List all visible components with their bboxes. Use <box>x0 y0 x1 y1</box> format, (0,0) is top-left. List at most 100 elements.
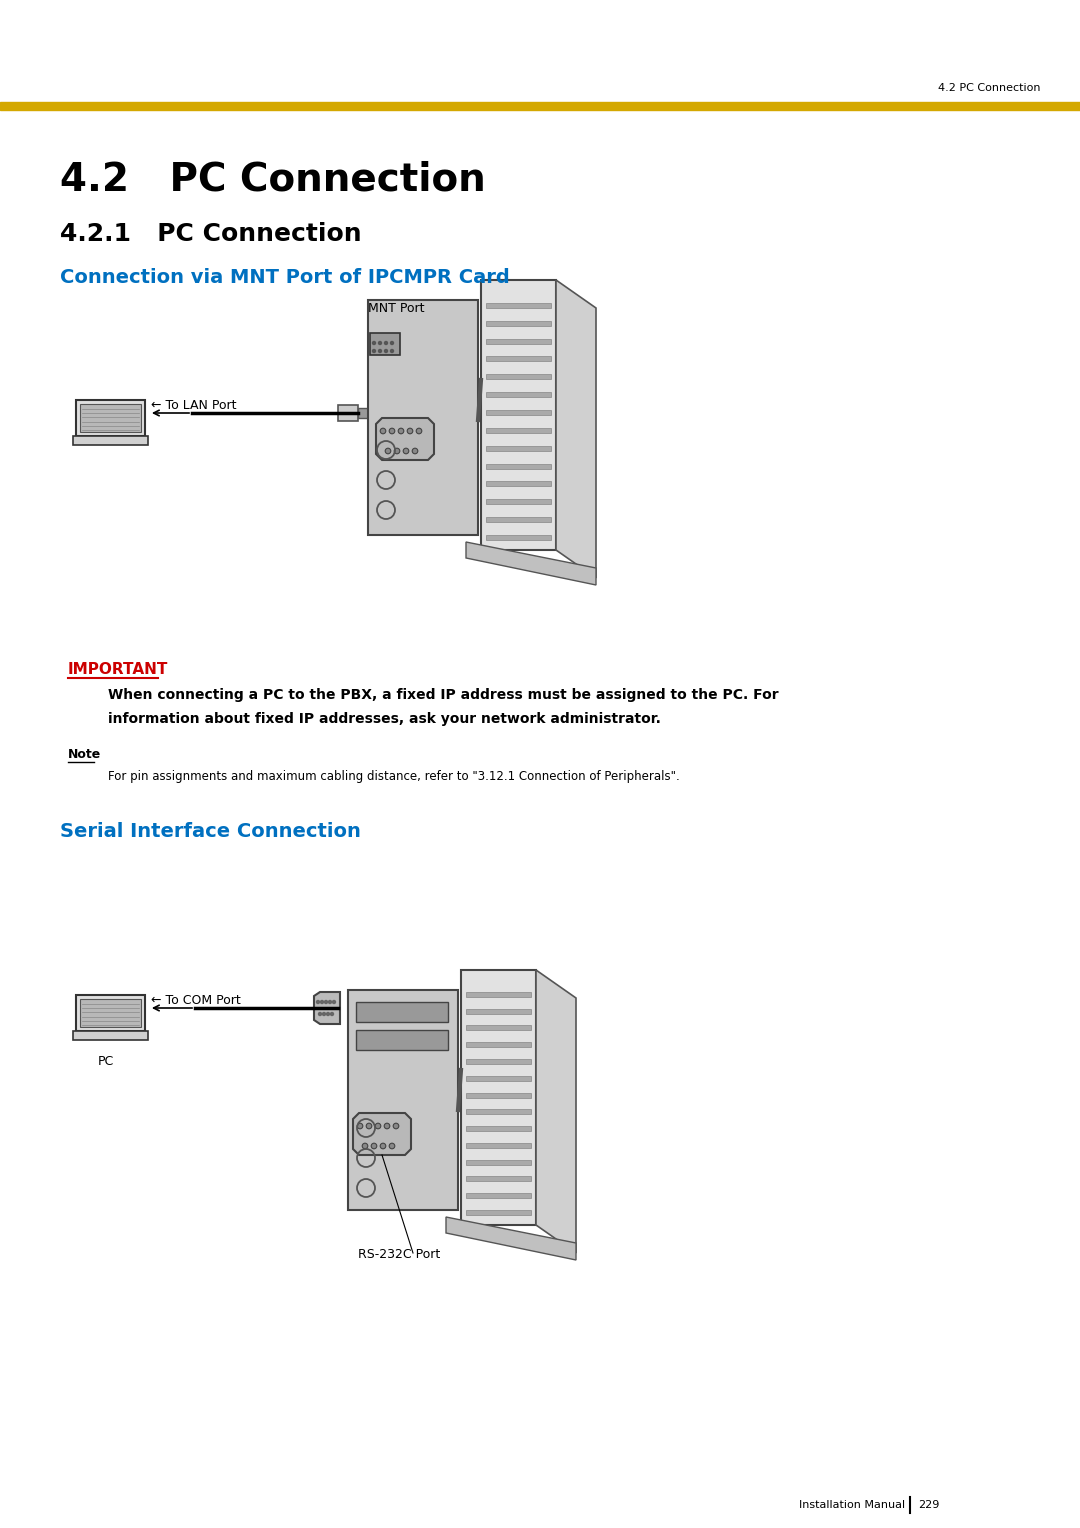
Text: MNT Port: MNT Port <box>368 303 424 315</box>
Bar <box>0 102 1080 110</box>
Bar <box>486 303 551 307</box>
Bar <box>486 356 551 362</box>
Text: PC: PC <box>98 1054 114 1068</box>
Circle shape <box>393 1123 399 1129</box>
Bar <box>486 446 551 451</box>
Circle shape <box>373 350 376 353</box>
Bar <box>356 1030 448 1050</box>
Bar <box>486 374 551 379</box>
Circle shape <box>389 428 395 434</box>
Circle shape <box>384 341 388 344</box>
Circle shape <box>394 448 400 454</box>
Circle shape <box>324 1001 327 1004</box>
Bar <box>72 437 148 445</box>
Polygon shape <box>446 1216 576 1261</box>
Bar <box>486 339 551 344</box>
Bar <box>465 1210 531 1215</box>
Circle shape <box>316 1001 320 1004</box>
Polygon shape <box>314 992 340 1024</box>
Circle shape <box>380 428 386 434</box>
Bar <box>465 1025 531 1030</box>
Text: 4.2   PC Connection: 4.2 PC Connection <box>60 160 486 199</box>
Bar <box>486 500 551 504</box>
Circle shape <box>378 341 381 344</box>
Bar <box>481 280 556 550</box>
Bar <box>486 410 551 416</box>
Bar <box>486 516 551 523</box>
Bar <box>465 1143 531 1148</box>
Bar <box>465 1008 531 1013</box>
Circle shape <box>330 1013 334 1016</box>
Circle shape <box>386 448 391 454</box>
Circle shape <box>366 1123 372 1129</box>
Bar <box>72 1031 148 1041</box>
Circle shape <box>391 350 393 353</box>
Text: When connecting a PC to the PBX, a fixed IP address must be assigned to the PC. : When connecting a PC to the PBX, a fixed… <box>108 688 779 701</box>
Bar <box>368 299 478 535</box>
Polygon shape <box>536 970 576 1253</box>
Circle shape <box>416 428 422 434</box>
Circle shape <box>407 428 413 434</box>
Bar <box>76 400 145 437</box>
Bar <box>461 970 536 1225</box>
Text: 229: 229 <box>918 1500 940 1510</box>
Bar <box>76 995 145 1031</box>
Bar <box>486 463 551 469</box>
Bar <box>348 990 458 1210</box>
Circle shape <box>326 1013 329 1016</box>
Polygon shape <box>465 542 596 585</box>
Text: 4.2.1   PC Connection: 4.2.1 PC Connection <box>60 222 362 246</box>
Text: information about fixed IP addresses, ask your network administrator.: information about fixed IP addresses, as… <box>108 712 661 726</box>
Bar <box>80 405 140 432</box>
Bar <box>370 333 400 354</box>
Text: For pin assignments and maximum cabling distance, refer to "3.12.1 Connection of: For pin assignments and maximum cabling … <box>108 770 679 782</box>
Bar <box>486 321 551 325</box>
Text: RS-232C Port: RS-232C Port <box>357 1248 441 1261</box>
Bar <box>465 1042 531 1047</box>
Circle shape <box>403 448 409 454</box>
Text: 4.2 PC Connection: 4.2 PC Connection <box>937 83 1040 93</box>
Bar <box>465 1059 531 1063</box>
Circle shape <box>391 341 393 344</box>
Polygon shape <box>556 280 596 578</box>
Circle shape <box>378 350 381 353</box>
Bar <box>486 481 551 486</box>
Bar <box>338 405 357 422</box>
Bar <box>486 428 551 432</box>
Circle shape <box>319 1013 322 1016</box>
Bar <box>465 1126 531 1131</box>
Bar <box>486 393 551 397</box>
Bar <box>465 1076 531 1080</box>
Bar <box>357 408 368 419</box>
Circle shape <box>373 341 376 344</box>
Circle shape <box>333 1001 336 1004</box>
Bar <box>356 1002 448 1022</box>
Circle shape <box>357 1123 363 1129</box>
Circle shape <box>389 1143 395 1149</box>
Circle shape <box>399 428 404 434</box>
Bar <box>465 1093 531 1097</box>
Text: Note: Note <box>68 749 102 761</box>
Circle shape <box>384 350 388 353</box>
Circle shape <box>328 1001 332 1004</box>
Circle shape <box>321 1001 324 1004</box>
Circle shape <box>362 1143 368 1149</box>
Text: ← To LAN Port: ← To LAN Port <box>151 399 237 413</box>
Circle shape <box>375 1123 381 1129</box>
Text: Installation Manual: Installation Manual <box>799 1500 905 1510</box>
Circle shape <box>323 1013 325 1016</box>
Circle shape <box>372 1143 377 1149</box>
Polygon shape <box>353 1112 411 1155</box>
Bar <box>465 1193 531 1198</box>
Polygon shape <box>376 419 434 460</box>
Circle shape <box>413 448 418 454</box>
Bar <box>465 1177 531 1181</box>
Bar <box>80 999 140 1027</box>
Text: IMPORTANT: IMPORTANT <box>68 662 168 677</box>
Text: Serial Interface Connection: Serial Interface Connection <box>60 822 361 840</box>
Bar <box>465 1160 531 1164</box>
Bar <box>486 535 551 539</box>
Text: Connection via MNT Port of IPCMPR Card: Connection via MNT Port of IPCMPR Card <box>60 267 510 287</box>
Circle shape <box>380 1143 386 1149</box>
Circle shape <box>384 1123 390 1129</box>
